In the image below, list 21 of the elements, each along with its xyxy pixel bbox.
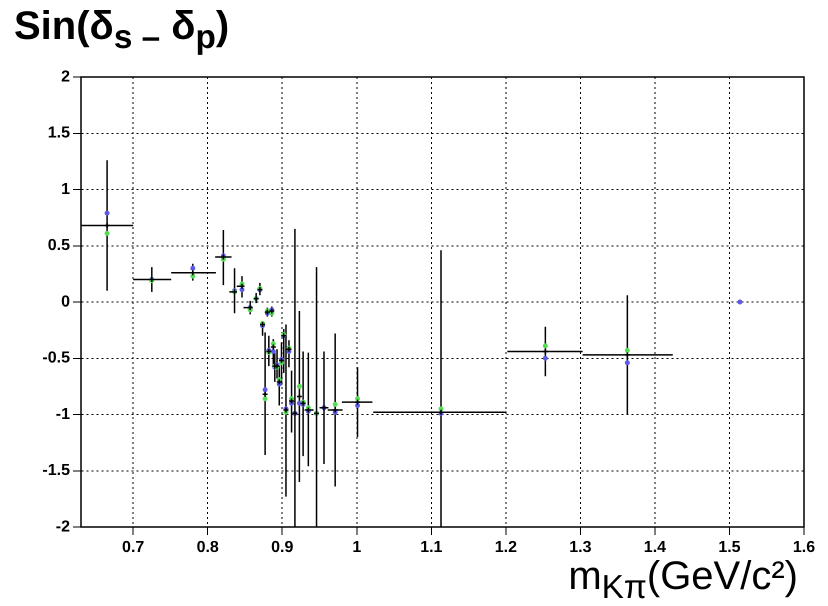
x-tick-label: 1.4 [644, 539, 666, 556]
y-tick-label: -1 [56, 406, 70, 423]
y-tick-label: 2 [61, 68, 70, 86]
chart-title: Sin(δ$_{s –}$ δ$_{p}$) [14, 4, 230, 56]
x-tick-label: 1.6 [792, 539, 816, 556]
x-tick-label: 1 [352, 539, 362, 556]
y-tick-label: -0.5 [42, 350, 70, 367]
y-tick-label: -1.5 [42, 462, 70, 480]
x-tick-label: 1.1 [420, 539, 443, 556]
y-tick-label: 0.5 [48, 237, 70, 254]
x-tick-label: 1.2 [494, 539, 518, 556]
y-tick-label: -2 [56, 518, 70, 536]
x-tick-label: 1.5 [718, 539, 741, 556]
y-tick-label: 1 [61, 180, 70, 198]
x-tick-label: 0.7 [122, 539, 144, 556]
y-tick-label: 1.5 [48, 124, 70, 142]
x-tick-label: 0.9 [271, 539, 294, 556]
x-tick-label: 1.3 [569, 539, 592, 556]
x-tick-label: 0.8 [196, 539, 219, 556]
y-tick-label: 0 [61, 293, 70, 310]
x-axis-title: m$_{Kπ}$(GeV/c²) [568, 554, 798, 606]
